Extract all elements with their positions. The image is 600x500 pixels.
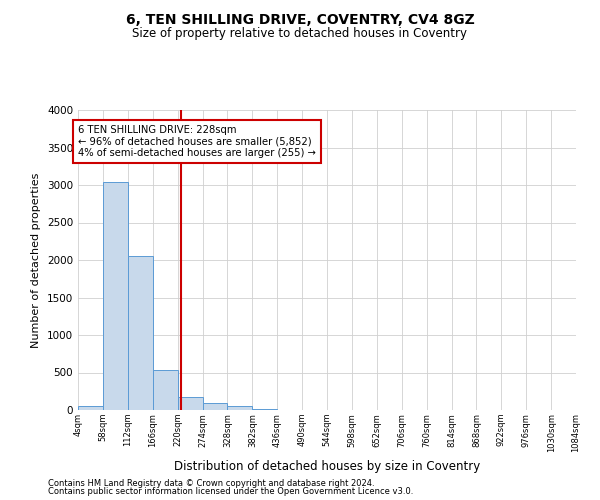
Text: Size of property relative to detached houses in Coventry: Size of property relative to detached ho… [133,28,467,40]
X-axis label: Distribution of detached houses by size in Coventry: Distribution of detached houses by size … [174,460,480,473]
Bar [152,370,178,410]
Y-axis label: Number of detached properties: Number of detached properties [31,172,41,348]
Bar [253,409,277,410]
Text: 6, TEN SHILLING DRIVE, COVENTRY, CV4 8GZ: 6, TEN SHILLING DRIVE, COVENTRY, CV4 8GZ [125,12,475,26]
Bar [128,256,152,410]
Bar [203,403,227,410]
Bar [103,182,128,410]
Bar [227,406,252,410]
Text: Contains public sector information licensed under the Open Government Licence v3: Contains public sector information licen… [48,487,413,496]
Bar [78,406,103,410]
Text: Contains HM Land Registry data © Crown copyright and database right 2024.: Contains HM Land Registry data © Crown c… [48,478,374,488]
Bar [178,397,203,410]
Text: 6 TEN SHILLING DRIVE: 228sqm
← 96% of detached houses are smaller (5,852)
4% of : 6 TEN SHILLING DRIVE: 228sqm ← 96% of de… [79,125,316,158]
